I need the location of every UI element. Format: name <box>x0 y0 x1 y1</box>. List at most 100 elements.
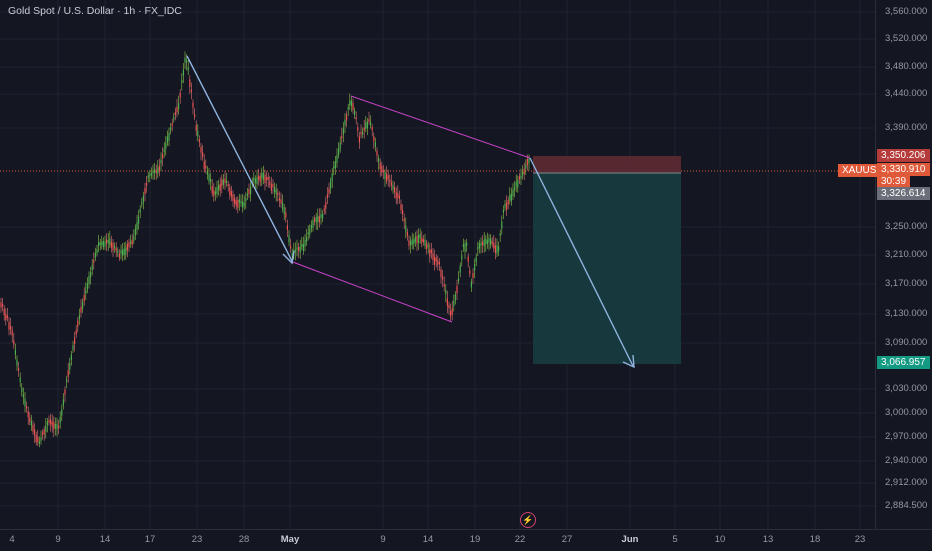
candle-body <box>424 239 426 246</box>
candle-body <box>178 103 180 110</box>
candle-body <box>502 209 504 213</box>
candle-body <box>406 232 408 237</box>
candle-body <box>408 240 410 246</box>
candle-body <box>91 265 93 271</box>
candle-body <box>517 179 519 188</box>
candle-body <box>106 239 108 244</box>
price-tick-label: 3,030.000 <box>885 383 928 394</box>
arrow-drawings[interactable] <box>186 55 635 369</box>
candle-body <box>250 186 252 195</box>
candle-body <box>448 305 450 309</box>
candle-body <box>72 345 74 350</box>
candle-body <box>320 214 322 219</box>
candle-body <box>368 119 370 122</box>
candle-body <box>360 132 362 135</box>
candle-body <box>416 236 418 244</box>
candle-body <box>2 303 4 307</box>
candle-body <box>478 242 480 249</box>
candle-body <box>386 173 388 182</box>
stop-loss-zone[interactable] <box>533 156 681 173</box>
channel-lines[interactable] <box>289 95 531 323</box>
candle-body <box>302 244 304 251</box>
take-profit-zone[interactable] <box>533 173 681 364</box>
candle-body <box>344 119 346 126</box>
candle-body <box>282 202 284 209</box>
candle-body <box>155 170 157 173</box>
candle-body <box>187 67 189 71</box>
candle-body <box>98 241 100 247</box>
candle-body <box>37 437 39 443</box>
candle-body <box>190 89 192 93</box>
price-tick-label: 2,940.000 <box>885 455 928 466</box>
price-tick-label: 3,560.000 <box>885 6 928 17</box>
candle-body <box>483 239 485 247</box>
candle-body <box>10 325 12 330</box>
candle-body <box>402 210 404 215</box>
symbol-tag: XAUUSD <box>838 164 888 177</box>
candle-body <box>501 221 503 229</box>
candle-body <box>496 245 498 254</box>
candle-body <box>312 220 314 228</box>
price-tick-label: 3,520.000 <box>885 33 928 44</box>
candle-body <box>440 269 442 277</box>
candle-body <box>419 234 421 238</box>
candle-body <box>269 181 271 186</box>
candle-body <box>331 173 333 182</box>
candle-body <box>469 270 471 274</box>
candle-body <box>226 180 228 183</box>
candle-body <box>458 278 460 282</box>
candle-body <box>96 249 98 254</box>
candle-body <box>270 184 272 191</box>
candle-body <box>286 225 288 230</box>
candle-body <box>362 131 364 135</box>
candle-body <box>445 290 447 295</box>
candle-body <box>126 243 128 251</box>
candle-body <box>264 174 266 183</box>
candle-body <box>267 176 269 181</box>
candle-body <box>123 248 125 256</box>
candle-body <box>414 237 416 243</box>
candle-body <box>182 69 184 76</box>
candle-body <box>488 238 490 243</box>
candle-body <box>85 289 87 294</box>
candle-body <box>162 154 164 159</box>
candle-body <box>214 191 216 195</box>
candle-body <box>307 232 309 235</box>
candle-body <box>138 216 140 224</box>
candle-body <box>11 330 13 336</box>
candle-body <box>387 175 389 180</box>
time-tick-label: 17 <box>144 534 156 545</box>
candle-body <box>192 102 194 108</box>
candle-body <box>117 250 119 254</box>
candle-body <box>253 177 255 181</box>
candle-body <box>309 228 311 235</box>
time-tick-label: May <box>280 534 300 545</box>
time-axis[interactable] <box>0 529 932 551</box>
candle-body <box>506 202 508 210</box>
candle-body <box>136 222 138 230</box>
price-tick-label: 2,970.000 <box>885 431 928 442</box>
candle-body <box>512 189 514 196</box>
candle-body <box>523 168 525 174</box>
time-tick-label: 5 <box>672 534 678 545</box>
candle-body <box>456 285 458 294</box>
candle-body <box>158 165 160 172</box>
candle-body <box>179 92 181 98</box>
price-chart[interactable] <box>0 0 875 529</box>
candle-body <box>210 179 212 183</box>
candle-body <box>358 136 360 143</box>
candle-body <box>486 240 488 244</box>
candle-body <box>429 249 431 257</box>
candle-body <box>467 256 469 262</box>
candle-body <box>202 152 204 157</box>
candle-body <box>245 198 247 202</box>
candle-body <box>397 193 399 198</box>
lightning-icon[interactable]: ⚡ <box>520 512 536 528</box>
price-axis[interactable] <box>875 0 932 550</box>
candle-body <box>291 252 293 256</box>
candle-body <box>99 242 101 246</box>
time-tick-label: 14 <box>422 534 434 545</box>
candle-body <box>80 306 82 313</box>
candle-body <box>443 284 445 287</box>
candle-body <box>120 249 122 254</box>
